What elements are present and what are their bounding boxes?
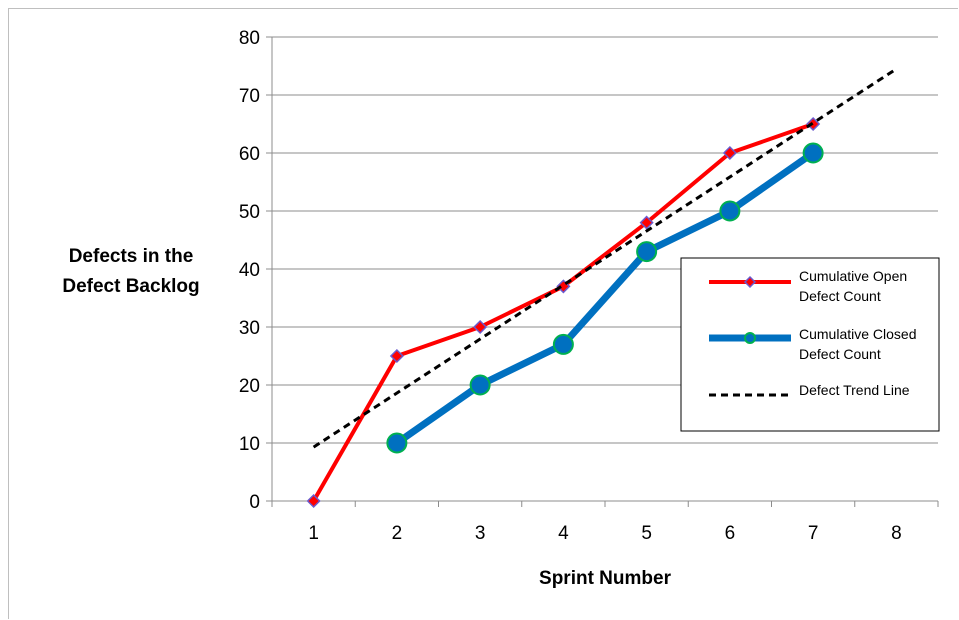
x-tick-label: 2: [392, 523, 403, 544]
series-2: [312, 67, 898, 449]
legend-label: Defect Count: [799, 288, 881, 304]
legend-label: Defect Count: [799, 346, 881, 362]
x-tick-label: 4: [558, 523, 569, 544]
series-line-closed: [394, 150, 816, 446]
y-tick-label: 60: [239, 144, 260, 165]
series-0: [306, 116, 821, 509]
y-tick-label: 40: [239, 260, 260, 281]
y-tick-label: 50: [239, 202, 260, 223]
y-tick-label: 30: [239, 318, 260, 339]
axes: 0 10 20 30 40 50 60 70 80 1 2 3 4 5 6 7 8: [239, 28, 939, 544]
x-tick-label: 6: [725, 523, 736, 544]
data-point-open: [389, 348, 404, 364]
legend: Cumulative Open Defect Count Cumulative Cl…: [680, 257, 940, 432]
data-point-open: [639, 215, 654, 230]
legend-label: Cumulative Closed: [799, 326, 917, 342]
legend-label: Defect Trend Line: [799, 382, 910, 398]
series-1: [386, 142, 824, 454]
data-point-closed: [386, 432, 408, 454]
legend-marker-open: [743, 275, 757, 289]
data-point-closed: [469, 374, 491, 396]
data-point-closed: [719, 200, 741, 222]
data-point-closed: [552, 333, 574, 355]
legend-label: Cumulative Open: [799, 268, 907, 284]
x-tick-label: 7: [808, 523, 819, 544]
y-axis-title-line-1: Defects in the: [69, 246, 194, 267]
legend-marker-closed: [744, 332, 756, 344]
legend-box: [680, 257, 940, 432]
y-axis-title-line-2: Defect Backlog: [62, 276, 199, 297]
data-point-open: [473, 319, 488, 335]
series-line-trend: [312, 67, 898, 449]
x-tick-label: 5: [641, 523, 652, 544]
y-tick-label: 10: [239, 434, 260, 455]
y-tick-label: 70: [239, 86, 260, 107]
data-point-open: [722, 145, 737, 161]
x-tick-label: 1: [308, 523, 319, 544]
x-tick-label: 8: [891, 523, 902, 544]
data-point-open: [306, 493, 321, 509]
y-tick-label: 80: [239, 28, 260, 49]
y-tick-label: 20: [239, 376, 260, 397]
y-tick-label: 0: [249, 492, 260, 513]
data-point-closed: [802, 142, 824, 164]
data-point-closed: [636, 241, 658, 263]
series-layer: [306, 67, 898, 509]
x-axis-title: Sprint Number: [539, 568, 672, 589]
x-tick-label: 3: [475, 523, 486, 544]
